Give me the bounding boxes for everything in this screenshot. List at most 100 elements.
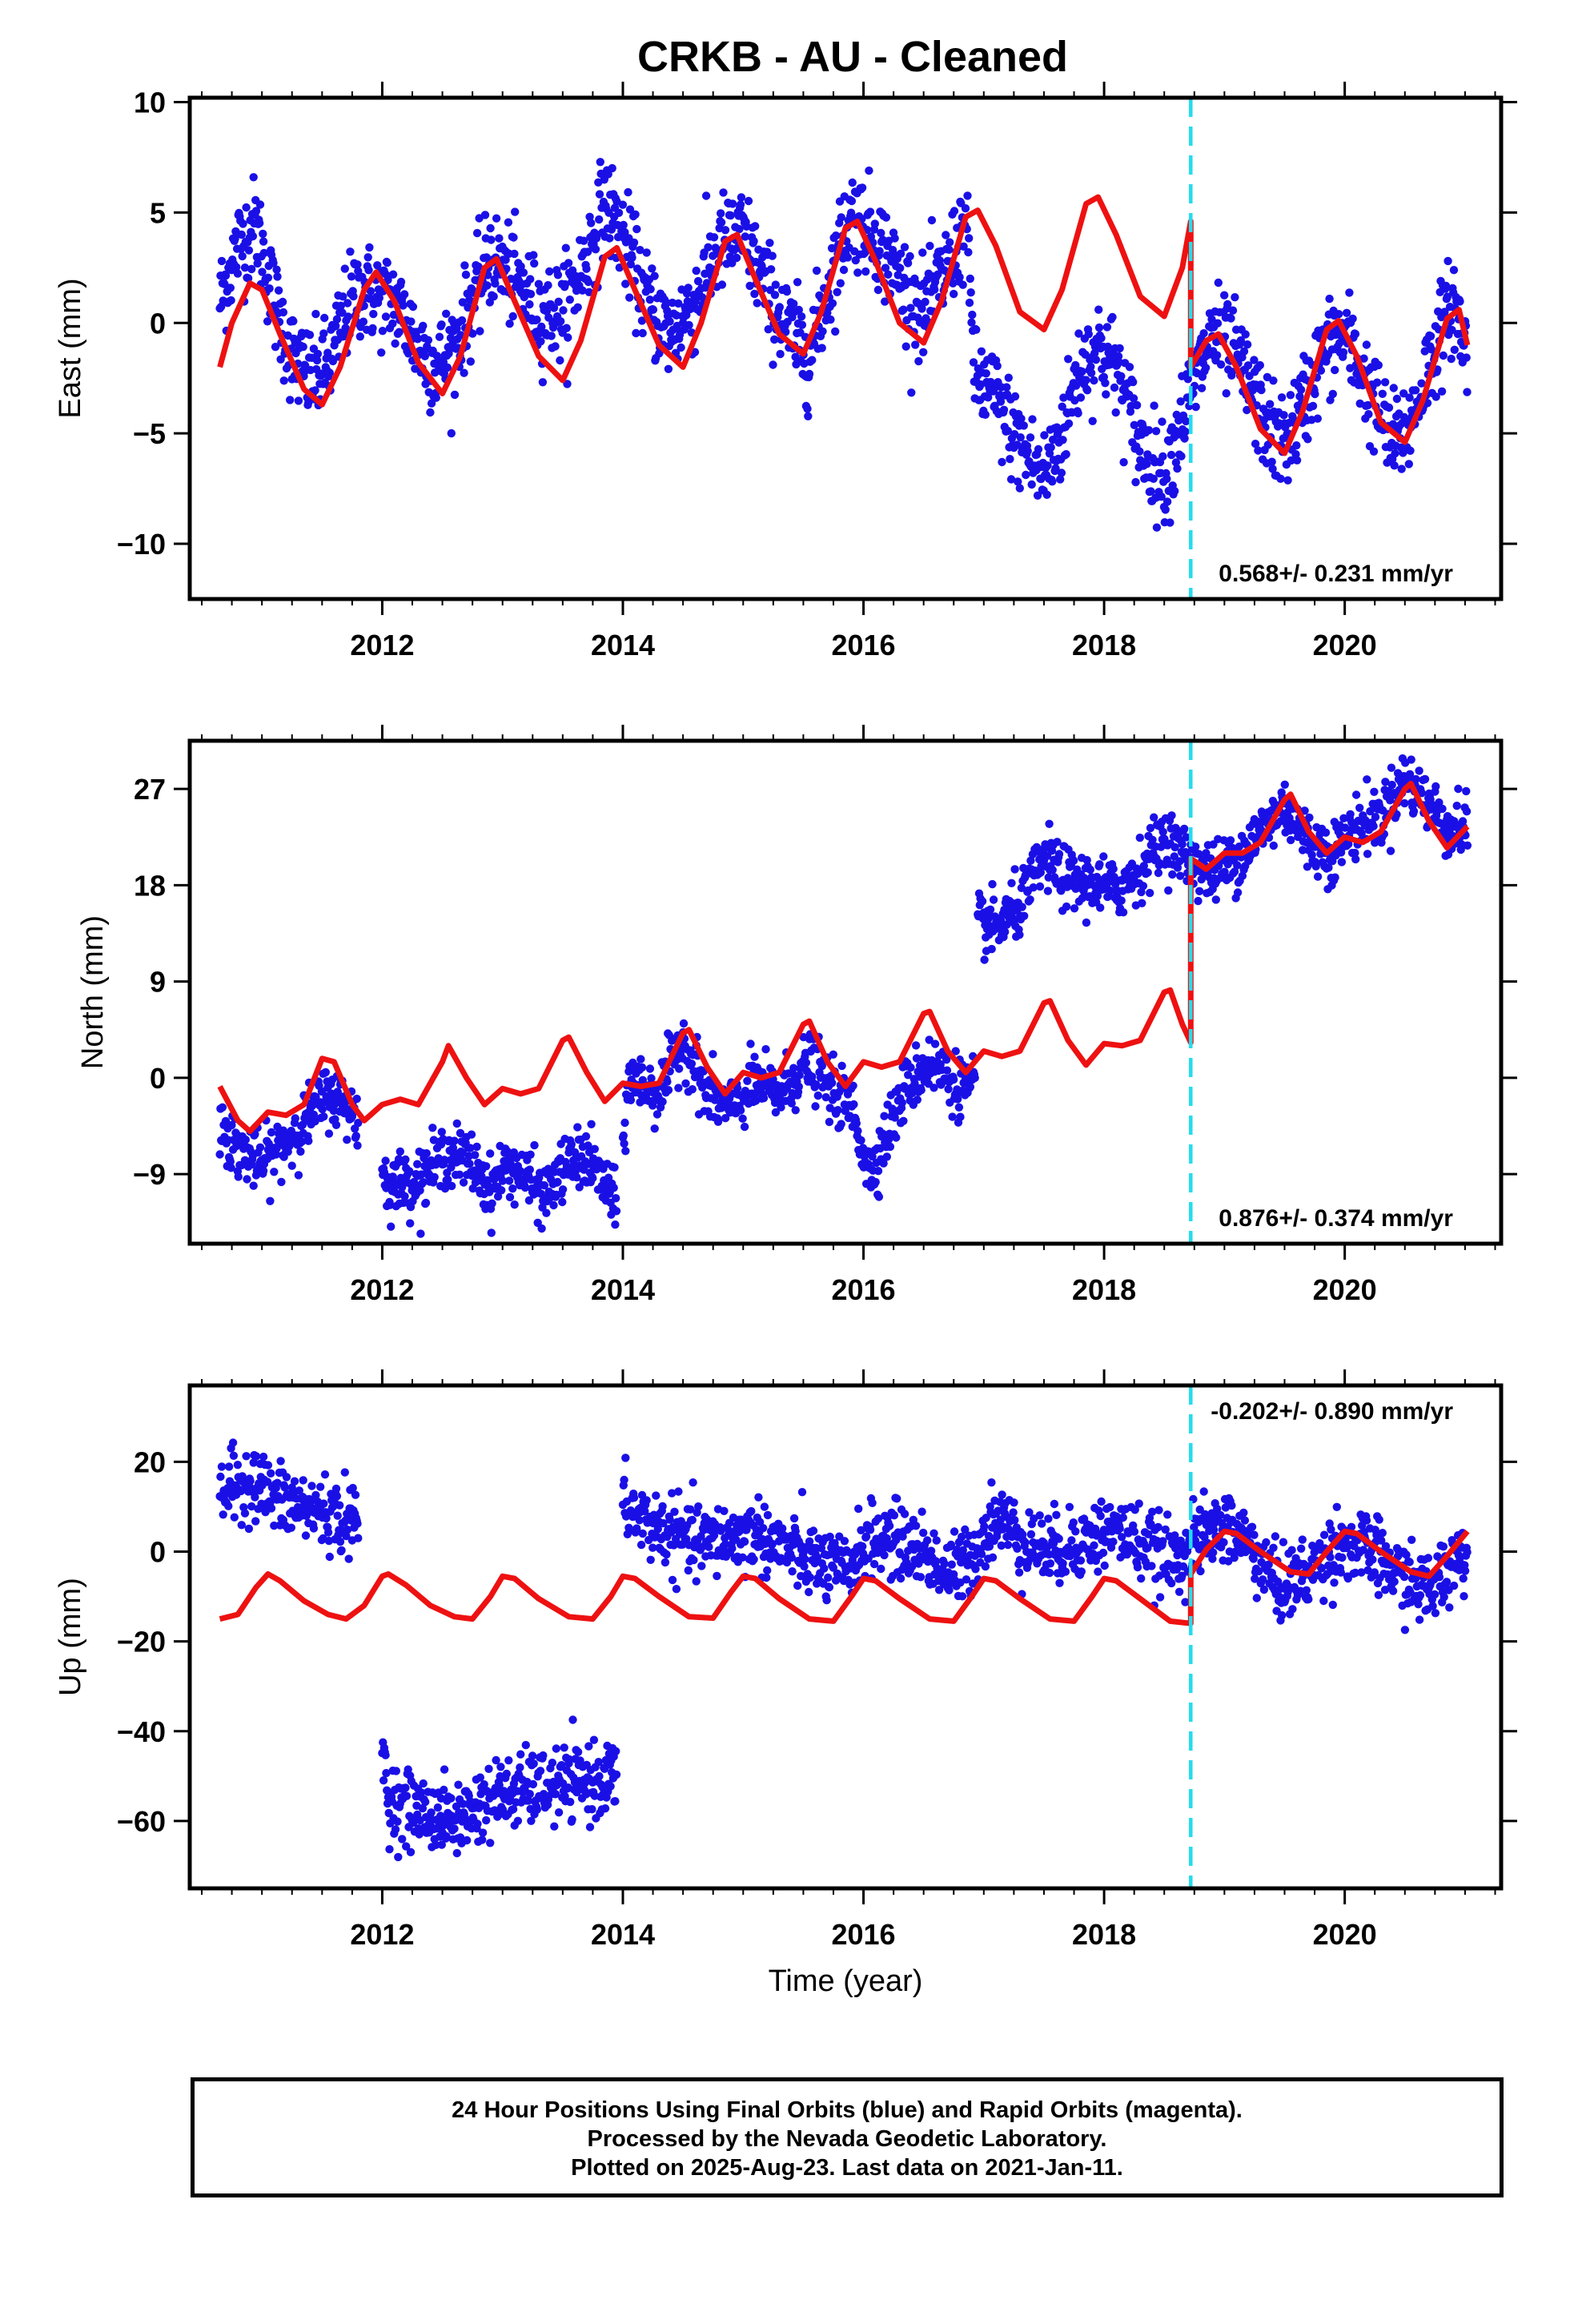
- east-observation-point: [413, 335, 422, 344]
- up-observation-point: [754, 1493, 763, 1502]
- north-observation-point: [904, 1071, 913, 1080]
- east-observation-point: [914, 356, 923, 366]
- north-observation-point: [452, 1119, 461, 1128]
- east-observation-point: [1372, 378, 1382, 387]
- north-observation-point: [750, 1052, 759, 1061]
- north-observation-point: [488, 1199, 496, 1208]
- east-observation-point: [961, 204, 970, 213]
- up-observation-point: [344, 1554, 353, 1563]
- east-observation-point: [1142, 460, 1151, 468]
- east-observation-point: [1269, 376, 1278, 385]
- up-observation-point: [473, 1819, 482, 1828]
- east-observation-point: [323, 348, 332, 357]
- north-observation-point: [291, 1114, 299, 1123]
- y-tick-label: 9: [150, 966, 166, 999]
- x-tick-label: 2012: [350, 1273, 414, 1306]
- east-observation-point: [508, 312, 517, 321]
- east-observation-point: [1450, 345, 1460, 354]
- up-observation-point: [307, 1482, 316, 1490]
- east-observation-point: [435, 332, 444, 341]
- east-observation-point: [538, 378, 548, 387]
- east-observation-point: [1086, 368, 1096, 377]
- east-observation-point: [833, 287, 841, 296]
- north-observation-point: [572, 1173, 581, 1182]
- up-observation-point: [401, 1783, 410, 1792]
- north-observation-point: [1093, 891, 1102, 901]
- east-observation-point: [881, 263, 890, 272]
- east-observation-point: [1166, 518, 1174, 527]
- north-observation-point: [309, 1110, 319, 1120]
- east-observation-point: [269, 259, 278, 267]
- east-observation-point: [750, 289, 759, 299]
- east-observation-point: [725, 252, 734, 261]
- up-observation-point: [309, 1524, 319, 1533]
- east-observation-point: [1441, 281, 1451, 291]
- up-observation-point: [824, 1573, 833, 1582]
- east-observation-point: [1363, 400, 1372, 410]
- east-observation-point: [1097, 334, 1106, 343]
- north-observation-point: [226, 1157, 235, 1166]
- east-observation-point: [1197, 384, 1207, 392]
- north-observation-point: [587, 1120, 596, 1129]
- up-observation-point: [760, 1502, 769, 1511]
- up-observation-point: [343, 1526, 352, 1534]
- north-observation-point: [465, 1160, 474, 1168]
- east-observation-point: [1276, 474, 1285, 483]
- east-observation-point: [251, 207, 261, 215]
- east-observation-point: [797, 320, 807, 329]
- north-observation-point: [873, 1167, 883, 1176]
- up-observation-point: [427, 1808, 436, 1817]
- north-observation-point: [1007, 879, 1016, 888]
- east-observation-point: [1427, 345, 1436, 354]
- up-observation-point: [230, 1513, 239, 1522]
- up-observation-point: [478, 1828, 488, 1837]
- east-observation-point: [1166, 450, 1176, 460]
- east-observation-point: [1019, 421, 1029, 430]
- east-observation-point: [1129, 377, 1138, 387]
- east-observation-point: [836, 279, 845, 287]
- east-observation-point: [1295, 392, 1304, 401]
- east-observation-point: [1026, 433, 1035, 442]
- east-observation-point: [942, 231, 950, 239]
- east-observation-point: [735, 224, 744, 234]
- east-observation-point: [460, 261, 469, 270]
- up-observation-point: [721, 1540, 730, 1549]
- east-observation-point: [1076, 393, 1086, 402]
- east-observation-point: [964, 247, 973, 257]
- up-observation-point: [379, 1776, 388, 1785]
- north-observation-point: [331, 1120, 341, 1130]
- north-observation-point: [477, 1172, 486, 1181]
- up-observation-point: [437, 1840, 446, 1849]
- east-observation-point: [1335, 310, 1343, 319]
- north-observation-point: [319, 1112, 328, 1121]
- east-observation-point: [226, 283, 235, 292]
- east-observation-point: [753, 299, 761, 308]
- east-observation-point: [958, 280, 967, 289]
- up-observation-point: [454, 1780, 463, 1789]
- east-observation-point: [637, 316, 647, 325]
- east-observation-point: [388, 270, 398, 279]
- east-observation-point: [1131, 477, 1140, 487]
- east-observation-point: [504, 218, 513, 227]
- east-observation-point: [476, 327, 484, 336]
- up-observation-point: [686, 1505, 695, 1514]
- east-observation-point: [400, 290, 409, 299]
- east-observation-point: [664, 364, 673, 373]
- up-observation-point: [539, 1790, 548, 1799]
- east-observation-point: [826, 315, 835, 324]
- north-observation-point: [270, 1168, 279, 1176]
- north-observation-point: [874, 1192, 884, 1201]
- east-observation-point: [1010, 392, 1020, 401]
- north-observation-point: [482, 1162, 491, 1171]
- east-observation-point: [831, 231, 841, 240]
- north-observation-point: [430, 1172, 439, 1182]
- up-observation-point: [432, 1840, 440, 1849]
- east-observation-point: [1056, 475, 1065, 484]
- east-observation-point: [1389, 384, 1399, 392]
- east-observation-point: [1449, 266, 1459, 275]
- up-observation-point: [600, 1804, 610, 1813]
- east-observation-point: [580, 236, 588, 245]
- north-observation-point: [401, 1155, 410, 1164]
- up-observation-point: [267, 1504, 276, 1513]
